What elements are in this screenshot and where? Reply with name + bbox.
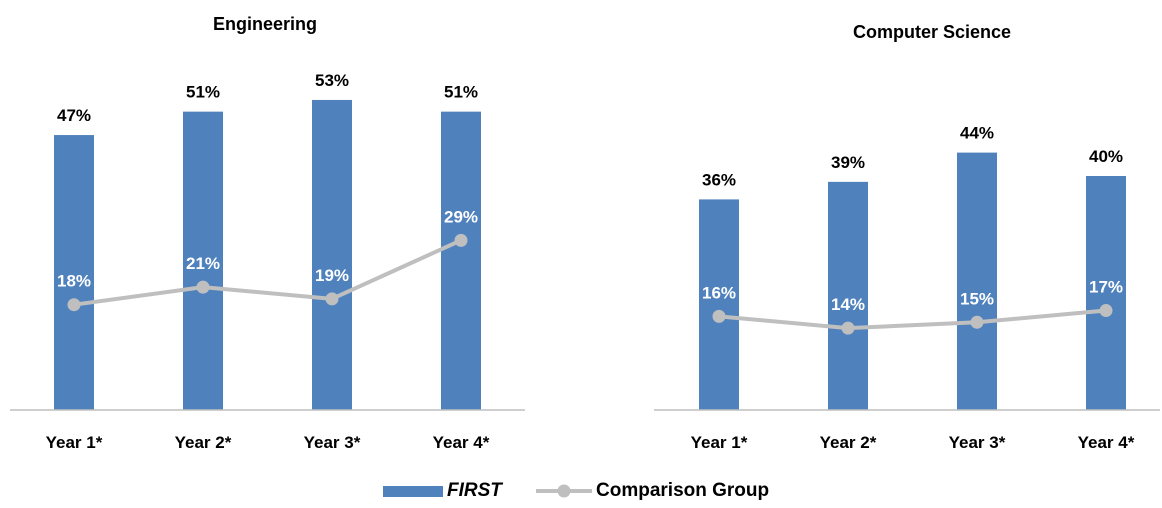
bar <box>441 111 481 411</box>
x-tick-label: Year 1* <box>691 433 748 452</box>
bar <box>1086 176 1126 410</box>
x-tick-label: Year 3* <box>304 433 361 452</box>
line-point <box>454 233 468 247</box>
bar <box>957 152 997 410</box>
line-point <box>970 315 984 329</box>
x-tick-label: Year 3* <box>949 433 1006 452</box>
bar <box>828 181 868 410</box>
line-label: 21% <box>186 254 220 273</box>
bar-label: 51% <box>186 83 220 102</box>
line-point <box>196 280 210 294</box>
legend-marker-point <box>557 484 571 498</box>
line-point <box>67 298 81 312</box>
line-point <box>1099 304 1113 318</box>
bar <box>699 199 739 410</box>
line-label: 17% <box>1089 278 1123 297</box>
line-label: 14% <box>831 295 865 314</box>
legend-label-first: FIRST <box>447 480 503 501</box>
line-point <box>712 309 726 323</box>
bar-label: 53% <box>315 71 349 90</box>
bar <box>312 99 352 410</box>
chart-title: Engineering <box>213 14 317 34</box>
line-point <box>841 321 855 335</box>
bar-label: 47% <box>57 106 91 125</box>
bar-label: 44% <box>960 124 994 143</box>
comparison-line <box>718 308 1107 331</box>
x-tick-label: Year 4* <box>1078 433 1135 452</box>
x-tick-label: Year 1* <box>46 433 103 452</box>
bar-label: 51% <box>444 83 478 102</box>
bar <box>183 111 223 411</box>
line-label: 18% <box>57 272 91 291</box>
x-tick-label: Year 2* <box>175 433 232 452</box>
line-label: 29% <box>444 207 478 226</box>
bar <box>54 135 94 411</box>
x-tick-label: Year 4* <box>433 433 490 452</box>
line-label: 15% <box>960 289 994 308</box>
x-tick-label: Year 2* <box>820 433 877 452</box>
chart-title: Computer Science <box>853 22 1011 42</box>
line-label: 19% <box>315 266 349 285</box>
legend-label-comparison: Comparison Group <box>596 480 769 501</box>
legend-marker-first <box>383 486 443 497</box>
line-label: 16% <box>702 283 736 302</box>
bar-label: 40% <box>1089 147 1123 166</box>
bar-label: 36% <box>702 170 736 189</box>
bar-label: 39% <box>831 153 865 172</box>
comparison-line <box>73 238 462 307</box>
line-point <box>325 292 339 306</box>
